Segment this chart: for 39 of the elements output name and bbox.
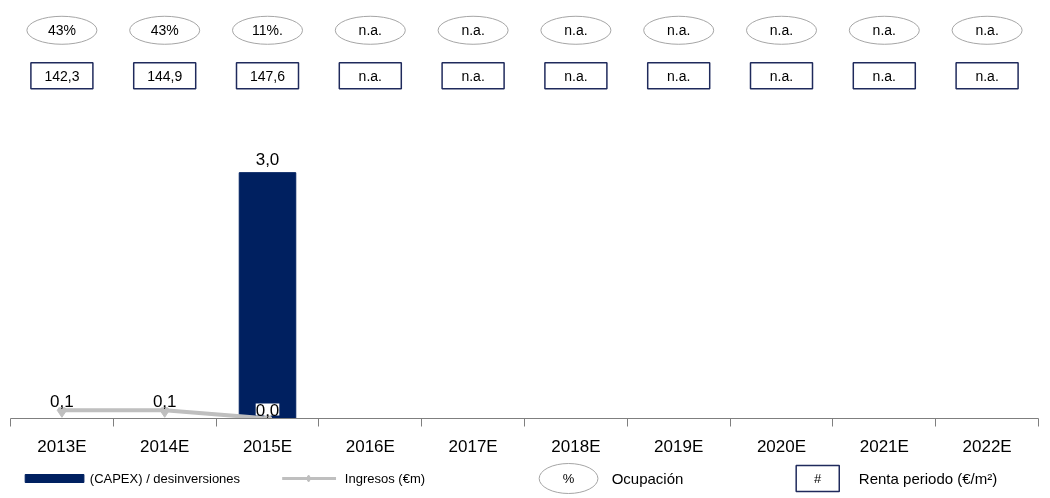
text: n.a.: [769, 22, 794, 39]
x-tick-label: 2018E: [551, 436, 601, 456]
x-tick-label: 2013E: [37, 436, 87, 456]
text: n.a.: [564, 67, 588, 84]
text: 11%.: [252, 22, 283, 39]
legend-label: (CAPEX) / desinversiones: [89, 471, 241, 486]
text: n.a.: [564, 22, 588, 39]
text: n.a.: [358, 67, 382, 84]
text: n.a.: [461, 67, 485, 84]
legend-label: Renta periodo (€/m²): [858, 470, 998, 487]
text: %: [562, 471, 575, 486]
text: 142,3: [44, 67, 80, 84]
data-label: 3,0: [255, 149, 280, 169]
text: n.a.: [358, 22, 382, 39]
text: 43%: [150, 22, 179, 39]
text: 147,6: [249, 67, 286, 84]
text: 43%: [47, 22, 76, 39]
legend-label: Ingresos (€m): [344, 471, 426, 486]
x-tick-label: 2019E: [654, 436, 704, 456]
x-tick-label: 2014E: [140, 436, 190, 456]
text: n.a.: [461, 22, 485, 39]
text: n.a.: [667, 67, 691, 84]
x-tick-label: 2022E: [962, 436, 1012, 456]
text: #: [814, 471, 823, 486]
text: n.a.: [769, 67, 794, 84]
legend-label: Ocupación: [611, 470, 684, 487]
text: n.a.: [975, 22, 999, 39]
text: n.a.: [667, 22, 691, 39]
x-tick-label: 2020E: [756, 436, 807, 456]
text: n.a.: [872, 67, 896, 84]
text: n.a.: [872, 22, 896, 39]
text: 144,9: [147, 67, 183, 84]
x-tick-label: 2015E: [242, 436, 293, 456]
x-tick-label: 2016E: [345, 436, 395, 456]
x-tick-label: 2021E: [859, 436, 909, 456]
x-tick-label: 2017E: [448, 436, 498, 456]
data-label: 0,1: [50, 392, 74, 412]
text: n.a.: [975, 67, 999, 84]
data-label: 0,1: [152, 392, 177, 412]
